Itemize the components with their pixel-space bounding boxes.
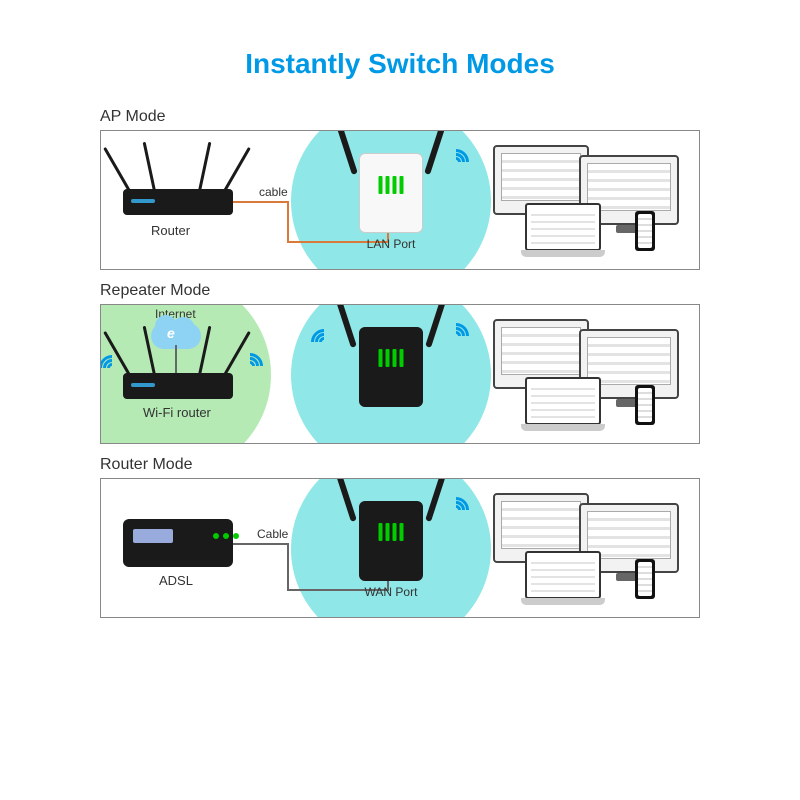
cable-line	[233, 201, 289, 203]
extender-device	[346, 327, 436, 407]
client-devices	[485, 493, 685, 609]
extender-device: LAN Port	[346, 153, 436, 251]
panel-label-repeater: Repeater Mode	[100, 282, 700, 300]
extender-device: WAN Port	[346, 501, 436, 599]
inet-line	[175, 345, 177, 375]
wifi-router-caption: Wi-Fi router	[143, 405, 211, 420]
cable-line	[287, 201, 289, 241]
adsl-device	[123, 519, 233, 567]
wifi-router-device	[123, 373, 233, 399]
cable-label: cable	[259, 185, 288, 199]
adsl-caption: ADSL	[159, 573, 193, 588]
ie-icon: e	[167, 325, 175, 341]
cable-label: Cable	[257, 527, 288, 541]
panel-ap: Router cable LAN Port	[100, 130, 700, 270]
wan-port-label: WAN Port	[346, 585, 436, 599]
lan-port-label: LAN Port	[346, 237, 436, 251]
panel-router: ADSL Cable WAN Port	[100, 478, 700, 618]
router-device	[123, 189, 233, 215]
client-devices	[485, 319, 685, 435]
cable-line	[233, 543, 289, 545]
client-devices	[485, 145, 685, 261]
panel-label-router: Router Mode	[100, 456, 700, 474]
cable-line	[287, 543, 289, 589]
panel-repeater: Internet e Wi-Fi router	[100, 304, 700, 444]
page-title: Instantly Switch Modes	[0, 0, 800, 108]
panels-container: AP Mode Router cable LAN Port	[100, 108, 700, 618]
router-caption: Router	[151, 223, 190, 238]
panel-label-ap: AP Mode	[100, 108, 700, 126]
